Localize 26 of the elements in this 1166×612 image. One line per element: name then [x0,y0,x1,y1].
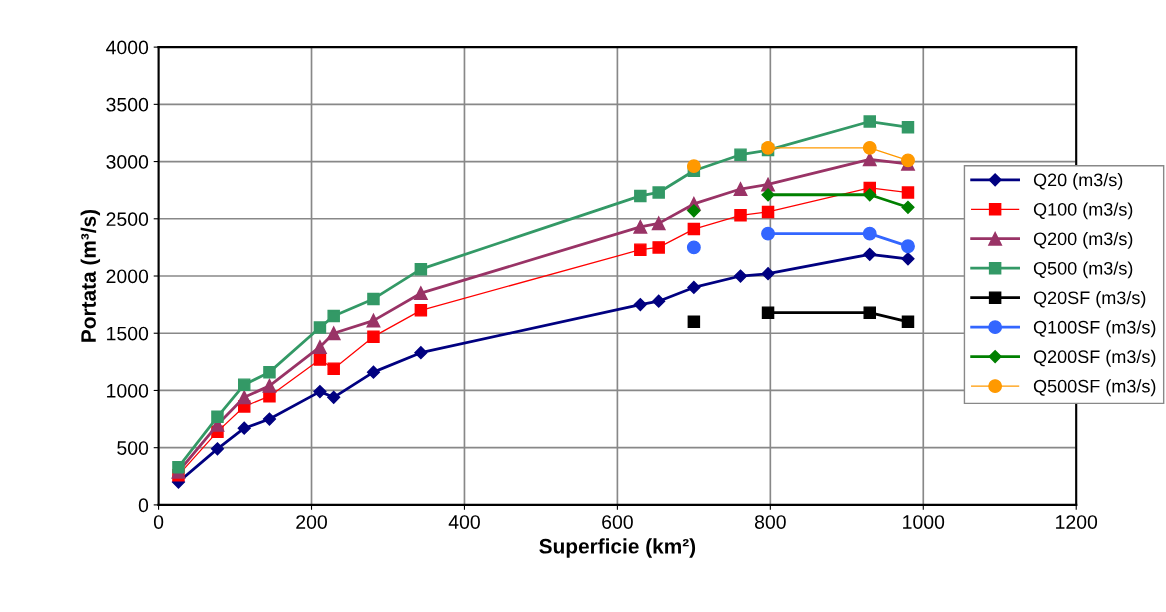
legend-label: Q200 (m3/s) [1033,231,1133,249]
y-tick-label: 4000 [106,40,149,55]
x-tick-label: 800 [754,515,786,529]
y-tick-label: 1500 [107,326,149,341]
x-tick-label: 1200 [1056,515,1098,529]
x-axis-title: Superficie (km²) [539,538,696,558]
y-tick-label: 2500 [106,212,149,227]
legend-label: Q200SF (m3/s) [1033,349,1156,367]
y-axis-title: Portata (m³/s) [80,209,101,342]
x-tick-label: 200 [296,515,327,529]
legend-label: Q500SF (m3/s) [1033,379,1156,397]
y-tick-label: 1000 [107,383,149,398]
legend-label: Q500 (m3/s) [1033,261,1133,279]
legend-label: Q20 (m3/s) [1033,173,1123,190]
legend-label: Q20SF (m3/s) [1033,290,1146,308]
y-tick-label: 0 [138,498,149,513]
x-tick-label: 400 [448,515,480,529]
x-tick-label: 1000 [903,515,945,529]
y-tick-label: 2000 [106,269,149,284]
x-tick-label: 600 [602,515,633,529]
legend-label: Q100 (m3/s) [1033,202,1133,220]
y-tick-label: 3000 [106,155,149,169]
y-tick-label: 3500 [106,97,149,112]
x-tick-label: 0 [153,515,164,529]
y-tick-label: 500 [117,441,149,455]
legend-label: Q100SF (m3/s) [1033,320,1156,338]
